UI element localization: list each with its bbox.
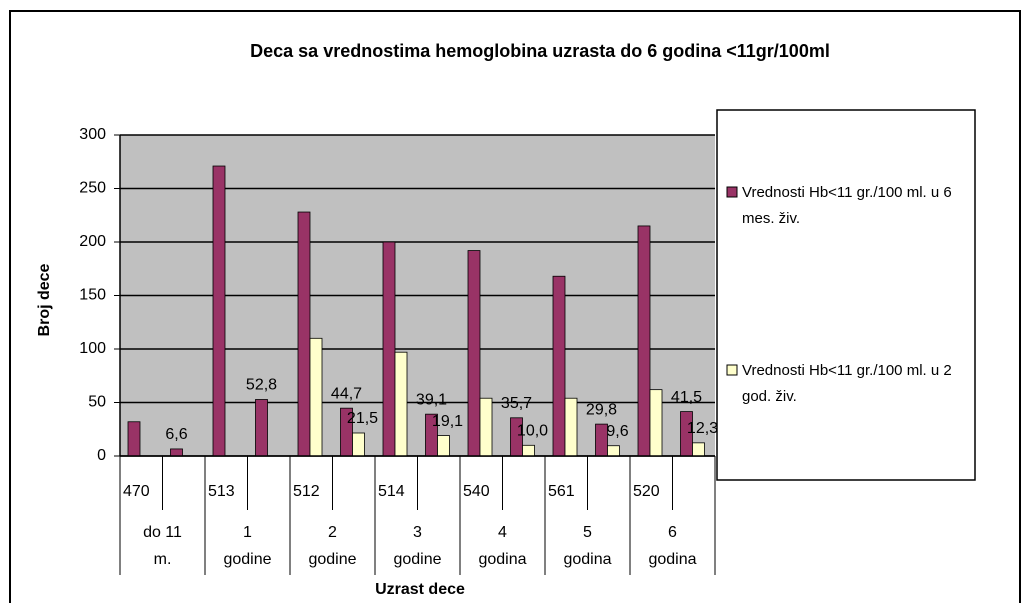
- bar: [309, 337, 323, 457]
- bar: [552, 275, 566, 457]
- x-tick-label: 540: [463, 483, 490, 500]
- x-group-label: 1: [243, 524, 252, 541]
- legend-swatch: [726, 364, 738, 376]
- bar: [522, 444, 535, 457]
- data-label: 10,0: [517, 423, 548, 440]
- data-label: 9,6: [606, 423, 628, 440]
- y-tick-label: 50: [88, 394, 106, 411]
- x-tick-label: 513: [208, 483, 235, 500]
- bar: [382, 241, 396, 457]
- y-tick-label: 0: [97, 447, 106, 464]
- legend-label: Vrednosti Hb<11 gr./100 ml. u 2 god. živ…: [742, 362, 952, 405]
- bar: [170, 448, 183, 457]
- x-group-label: godine: [223, 551, 271, 568]
- y-axis-title: Broj dece: [36, 263, 53, 336]
- x-group-label: 2: [328, 524, 337, 541]
- x-axis-title: Uzrast dece: [375, 581, 465, 598]
- x-group-label: m.: [154, 551, 172, 568]
- data-label: 12,3: [687, 420, 718, 437]
- data-label: 39,1: [416, 391, 447, 408]
- x-group-label: godina: [648, 551, 696, 568]
- y-tick-label: 300: [79, 126, 106, 143]
- x-group-label: godine: [393, 551, 441, 568]
- bar: [607, 445, 620, 457]
- legend-box: [716, 109, 976, 481]
- data-label: 29,8: [586, 401, 617, 418]
- y-tick-label: 250: [79, 180, 106, 197]
- bar: [437, 435, 450, 457]
- bar: [212, 165, 226, 457]
- bar: [479, 397, 493, 457]
- x-tick-label: 512: [293, 483, 320, 500]
- y-tick-label: 200: [79, 233, 106, 250]
- bar: [564, 397, 578, 457]
- x-tick-label: 514: [378, 483, 405, 500]
- bar: [297, 211, 311, 457]
- y-tick-label: 150: [79, 287, 106, 304]
- x-group-label: godine: [308, 551, 356, 568]
- data-label: 52,8: [246, 377, 277, 394]
- x-group-label: 3: [413, 524, 422, 541]
- data-label: 21,5: [347, 410, 378, 427]
- x-group-label: godina: [478, 551, 526, 568]
- data-label: 19,1: [432, 413, 463, 430]
- x-group-label: 6: [668, 524, 677, 541]
- x-tick-label: 520: [633, 483, 660, 500]
- legend-swatch: [726, 186, 738, 198]
- x-group-label: do 11: [143, 524, 182, 541]
- bar: [649, 389, 663, 457]
- data-label: 41,5: [671, 389, 702, 406]
- legend-label: Vrednosti Hb<11 gr./100 ml. u 6 mes. živ…: [742, 184, 952, 227]
- x-group-label: 5: [583, 524, 592, 541]
- bar: [394, 351, 408, 457]
- chart-title: Deca sa vrednostima hemoglobina uzrasta …: [250, 41, 830, 61]
- bar: [467, 250, 481, 457]
- bar: [637, 225, 651, 457]
- y-tick-label: 100: [79, 340, 106, 357]
- data-label: 44,7: [331, 385, 362, 402]
- data-label: 35,7: [501, 395, 532, 412]
- bar: [255, 399, 268, 457]
- bar: [692, 442, 705, 457]
- x-group-label: godina: [563, 551, 611, 568]
- data-label: 6,6: [165, 426, 187, 443]
- x-group-label: 4: [498, 524, 507, 541]
- x-tick-label: 561: [548, 483, 575, 500]
- bar: [127, 421, 141, 457]
- bar: [352, 432, 365, 457]
- x-tick-label: 470: [123, 483, 150, 500]
